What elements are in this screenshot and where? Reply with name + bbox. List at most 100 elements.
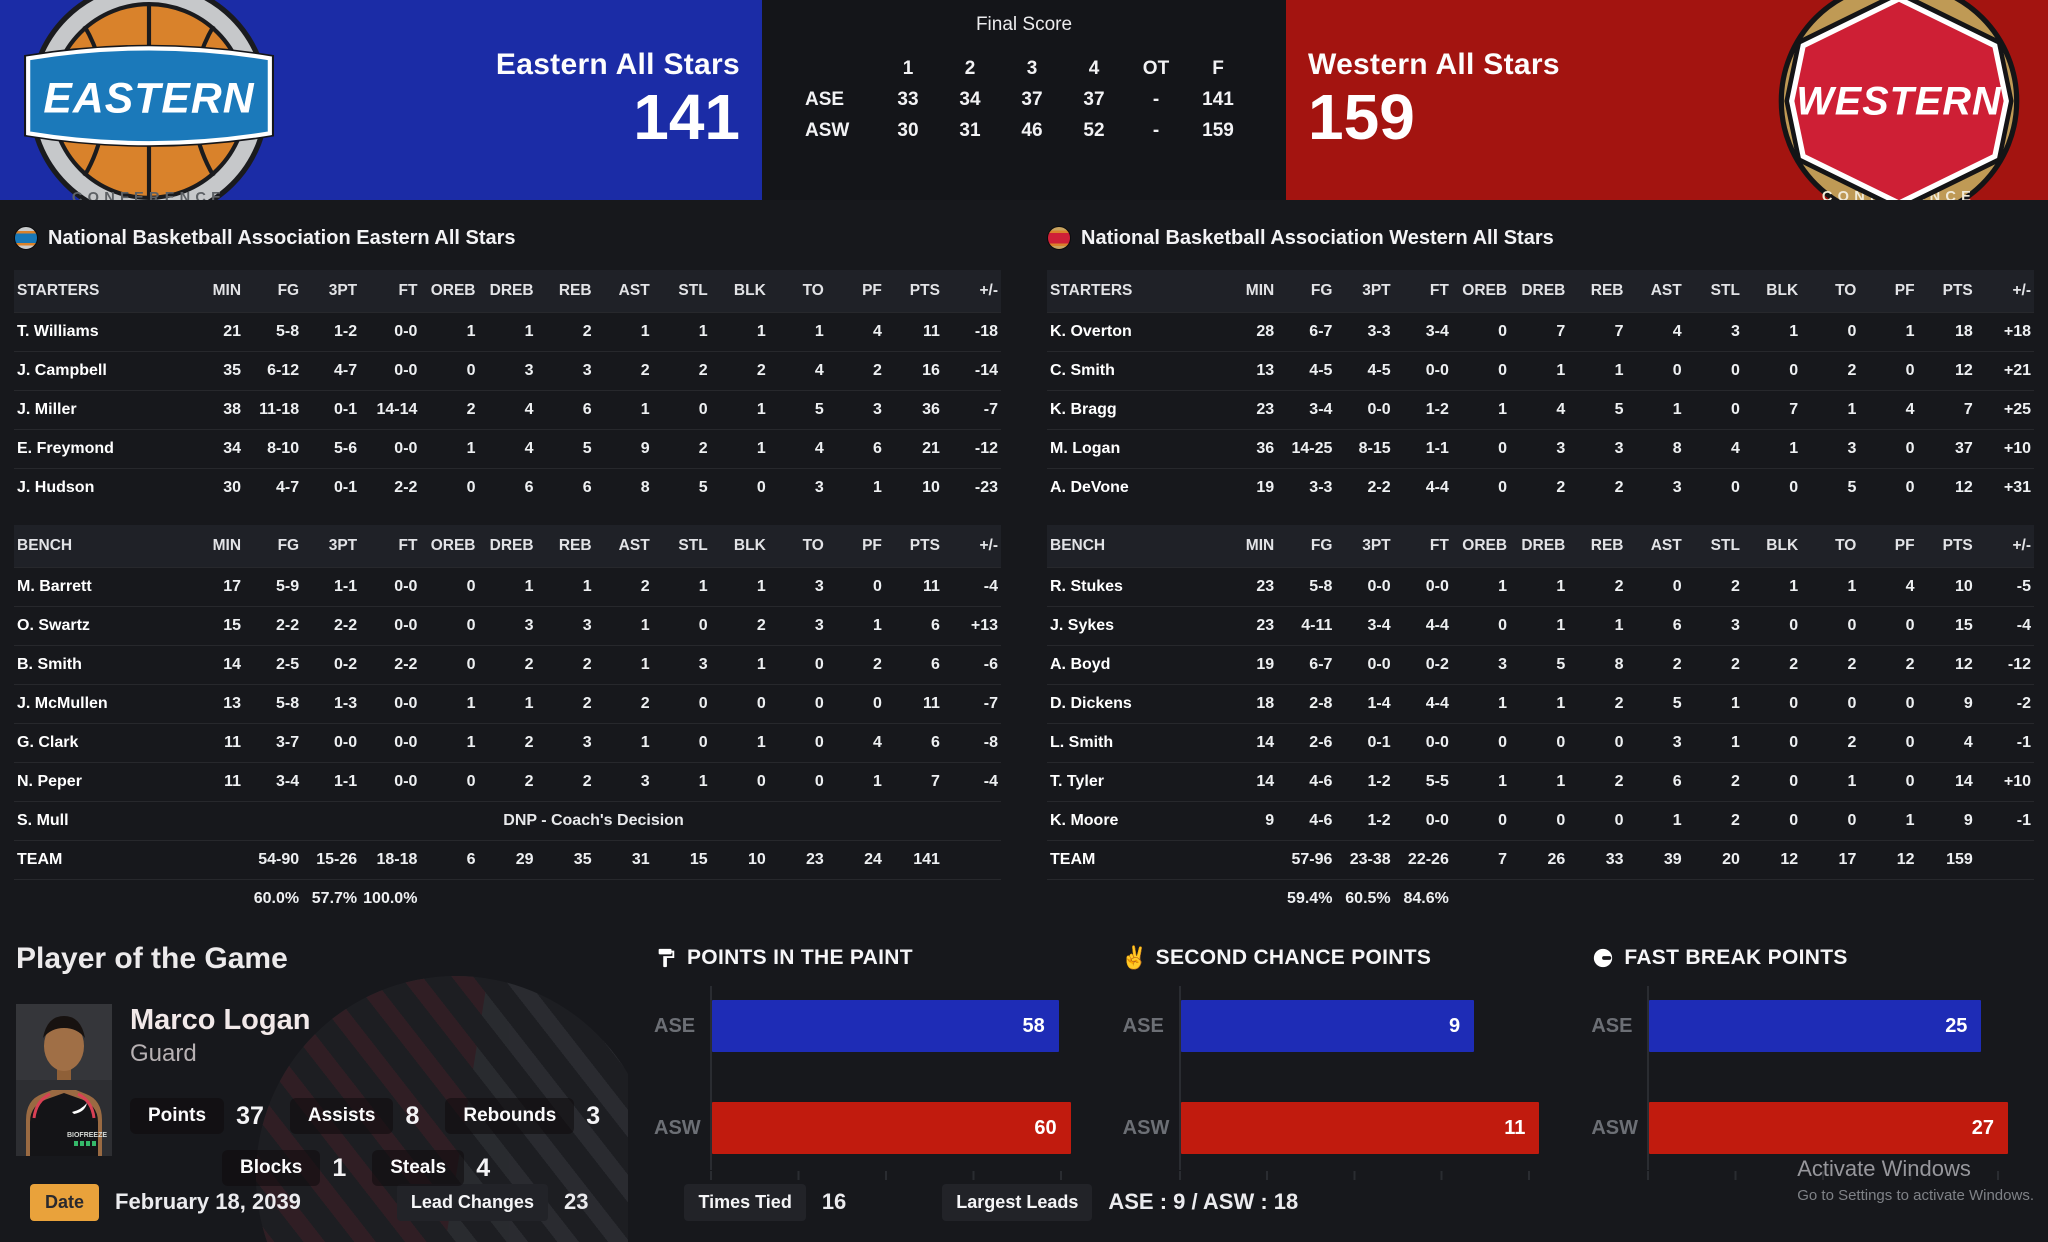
stat-cell: FG	[244, 270, 303, 312]
stat-cell: 3	[1626, 468, 1685, 507]
stat-cell	[536, 879, 595, 918]
stat-cell: 0	[1451, 312, 1511, 351]
quarter-score-cell: 52	[1083, 120, 1105, 141]
stat-cell: 5	[768, 390, 827, 429]
stat-cell: 2	[478, 762, 537, 801]
stat-cell	[768, 879, 827, 918]
stat-cell: 0	[768, 645, 827, 684]
stat-cell: 6	[884, 645, 943, 684]
stat-cell: 3	[478, 606, 537, 645]
bar-row: ASW 27	[1591, 1102, 2009, 1154]
stat-cell: 1	[478, 312, 537, 351]
stat-cell: 1	[594, 606, 653, 645]
stat-cell: 0-0	[360, 429, 421, 468]
stat-cell: 14	[1219, 762, 1278, 801]
stat-cell: 0-1	[302, 390, 361, 429]
stat-cell: 1	[536, 567, 595, 606]
stat-cell: 11	[186, 762, 245, 801]
stat-cell: -12	[1975, 645, 2034, 684]
stat-cell: 0	[768, 723, 827, 762]
stat-cell: FT	[360, 270, 421, 312]
bar-value: 27	[1971, 1117, 1995, 1139]
chart-title: FAST BREAK POINTS	[1591, 946, 2008, 970]
stat-cell: REB	[536, 525, 595, 567]
stat-cell: DREB	[478, 525, 537, 567]
stat-cell: 4-6	[1277, 801, 1336, 840]
stat-cell: 12	[1917, 351, 1976, 390]
player-name-cell: C. Smith	[1047, 351, 1219, 390]
quarter-column-label: 1	[902, 58, 914, 79]
player-name-cell: O. Swartz	[14, 606, 186, 645]
stat-cell: PF	[1859, 270, 1918, 312]
date-badge: Date	[30, 1183, 100, 1221]
stat-cell: STL	[652, 525, 711, 567]
stat-cell: 4	[1684, 429, 1743, 468]
stat-cell: 1	[594, 312, 653, 351]
stat-cell: 23	[1219, 567, 1278, 606]
stat-cell	[186, 840, 245, 879]
stat-cell: 6-7	[1277, 645, 1336, 684]
bar-category-label: ASE	[1122, 1014, 1164, 1037]
quarter-score-cell: 37	[1083, 89, 1105, 110]
stat-cell: 3	[1510, 429, 1569, 468]
player-name-cell: J. Hudson	[14, 468, 186, 507]
stat-cell: OREB	[1451, 270, 1511, 312]
stat-cell: 0-0	[360, 762, 421, 801]
stat-cell: 2	[826, 351, 885, 390]
stat-cell: 0	[1568, 801, 1627, 840]
stat-cell: 1	[1510, 351, 1569, 390]
stat-cell: 13	[186, 684, 245, 723]
potg-stat-chip: Blocks	[222, 1150, 321, 1186]
box-title: National Basketball Association Western …	[1047, 226, 2034, 250]
box-scores: National Basketball Association Eastern …	[0, 200, 2048, 918]
chart-rows: ASE 9 ASW 11	[1122, 986, 1540, 1180]
stat-cell: 2	[478, 645, 537, 684]
activate-windows-line1: Activate Windows	[1797, 1156, 1971, 1181]
dnp-note: DNP - Coach's Decision	[186, 801, 1001, 840]
player-name-cell: J. Sykes	[1047, 606, 1219, 645]
stat-cell: 22-26	[1393, 840, 1452, 879]
stat-cell: 0	[768, 762, 827, 801]
column-header-cell: BENCH	[1047, 525, 1219, 567]
stat-cell: PTS	[1917, 270, 1976, 312]
bar-area: 58	[710, 1000, 1071, 1052]
stat-cell: 9	[1219, 801, 1278, 840]
stat-cell: 2	[1742, 645, 1802, 684]
stat-table: STARTERS MIN FG 3PT FT OREB DREB REB AST STL BLK TO…	[14, 270, 1001, 918]
stat-cell: MIN	[1219, 525, 1278, 567]
stat-cell: FT	[1393, 270, 1452, 312]
stat-cell: 1-2	[1335, 762, 1394, 801]
stat-cell: 1	[1626, 801, 1685, 840]
stat-cell: 2	[536, 645, 595, 684]
stat-cell: 3-3	[1277, 468, 1336, 507]
quarter-corner-cell	[799, 58, 877, 80]
stat-cell: MIN	[1219, 270, 1278, 312]
quarter-score-cell: 46	[1021, 120, 1043, 141]
ase-bar: 58	[712, 1000, 1059, 1052]
stat-cell: 57-96	[1277, 840, 1336, 879]
stat-cell: 6	[1626, 762, 1685, 801]
stat-cell	[1975, 840, 2034, 879]
stat-cell: 5	[1568, 390, 1627, 429]
stat-cell: 21	[884, 429, 943, 468]
stat-cell: 1	[1451, 762, 1511, 801]
stat-cell: 16	[884, 351, 943, 390]
stat-cell: 3	[826, 390, 885, 429]
stat-cell: +10	[1975, 429, 2034, 468]
stat-cell: 4-4	[1393, 468, 1452, 507]
stat-cell: 3PT	[1335, 525, 1394, 567]
stat-cell: 13	[1219, 351, 1278, 390]
stat-cell: 1-1	[302, 567, 361, 606]
stat-cell: 11	[884, 567, 943, 606]
stat-cell	[942, 879, 1001, 918]
stat-cell: 9	[1917, 801, 1976, 840]
bar-area: 9	[1179, 1000, 1540, 1052]
bar-area: 60	[710, 1102, 1071, 1154]
stat-cell: 0	[1742, 468, 1802, 507]
stat-cell: 3-4	[1335, 606, 1394, 645]
stat-cell: 3	[594, 762, 653, 801]
stat-cell: 3	[768, 606, 827, 645]
stat-cell: 2	[710, 606, 769, 645]
stat-cell: 0	[710, 762, 769, 801]
stat-cell: BLK	[1742, 525, 1802, 567]
